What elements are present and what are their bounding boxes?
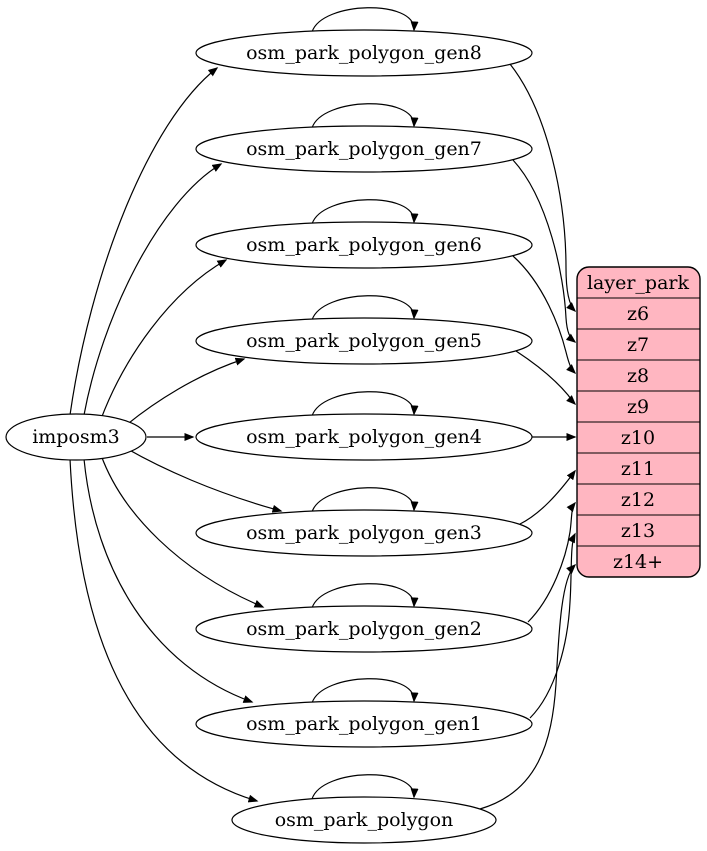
node-ellipse-osm-park-polygon-gen6 (195, 221, 533, 269)
edge-imposm3-to-osm-park-polygon-gen3 (123, 446, 283, 513)
node-ellipse-osm-park-polygon-gen7 (195, 125, 533, 173)
edge-imposm3-to-osm-park-polygon-gen5 (123, 357, 246, 428)
self-loop-osm-park-polygon-gen5 (311, 295, 419, 321)
node-osm-park-polygon-gen3: osm_park_polygon_gen3 (195, 509, 533, 557)
edge-osm-park-polygon-gen2-to-z12 (527, 501, 576, 623)
node-label-osm-park-polygon-gen4: osm_park_polygon_gen4 (246, 426, 482, 448)
node-label-osm-park-polygon-gen3: osm_park_polygon_gen3 (246, 522, 482, 544)
self-loop-osm-park-polygon-gen8 (311, 7, 419, 33)
node-osm-park-polygon-gen4: osm_park_polygon_gen4 (195, 413, 533, 461)
edge-imposm3-to-osm-park-polygon-gen7 (83, 163, 223, 416)
self-loop-osm-park-polygon-gen4 (311, 391, 419, 417)
edge-osm-park-polygon-to-z14plus (479, 563, 577, 810)
node-label-osm-park-polygon-gen5: osm_park_polygon_gen5 (246, 330, 482, 352)
node-layer-park-table: layer_park z6 z7 z8 z9 z10 z11 z12 z13 z… (576, 266, 701, 578)
node-osm-park-polygon: osm_park_polygon (231, 796, 497, 844)
edge-imposm3-to-osm-park-polygon-gen1 (83, 458, 254, 703)
layer-park-row-z8: z8 (627, 365, 649, 387)
node-ellipse-osm-park-polygon-gen8 (195, 29, 533, 77)
node-label-osm-park-polygon-gen8: osm_park_polygon_gen8 (246, 42, 482, 64)
self-loop-osm-park-polygon-gen2 (311, 583, 419, 609)
edge-osm-park-polygon-gen8-to-z6 (509, 63, 577, 313)
node-osm-park-polygon-gen1: osm_park_polygon_gen1 (195, 700, 533, 748)
self-loop-osm-park-polygon-gen6 (311, 199, 419, 225)
self-loop-edges (311, 7, 419, 800)
node-ellipse-imposm3 (5, 413, 147, 461)
layer-park-row-z7: z7 (627, 334, 649, 356)
edge-imposm3-to-osm-park-polygon-gen2 (100, 454, 265, 608)
node-ellipse-osm-park-polygon-gen4 (195, 413, 533, 461)
layer-park-row-z6: z6 (627, 303, 649, 325)
node-osm-park-polygon-gen7: osm_park_polygon_gen7 (195, 125, 533, 173)
edge-osm-park-polygon-gen7-to-z7 (512, 159, 577, 343)
node-label-osm-park-polygon: osm_park_polygon (275, 809, 454, 831)
node-osm-park-polygon-gen5: osm_park_polygon_gen5 (195, 317, 533, 365)
node-label-osm-park-polygon-gen2: osm_park_polygon_gen2 (246, 618, 482, 640)
self-loop-osm-park-polygon-gen1 (311, 678, 419, 704)
edge-imposm3-to-osm-park-polygon (69, 458, 259, 803)
layer-park-title: layer_park (587, 272, 690, 294)
edge-osm-park-polygon-gen1-to-z13 (529, 532, 576, 719)
node-osm-park-polygon-gen2: osm_park_polygon_gen2 (195, 605, 533, 653)
layer-park-row-z11: z11 (621, 458, 655, 480)
node-label-osm-park-polygon-gen6: osm_park_polygon_gen6 (246, 234, 482, 256)
layer-park-row-z14plus: z14+ (613, 551, 663, 573)
node-osm-park-polygon-gen8: osm_park_polygon_gen8 (195, 29, 533, 77)
edge-imposm3-to-osm-park-polygon-gen8 (69, 67, 219, 416)
node-label-osm-park-polygon-gen7: osm_park_polygon_gen7 (246, 138, 482, 160)
self-loop-osm-park-polygon-gen3 (311, 487, 419, 513)
node-ellipse-osm-park-polygon-gen2 (195, 605, 533, 653)
layer-park-row-z13: z13 (621, 520, 655, 542)
layer-park-row-z10: z10 (621, 427, 655, 449)
edges-to-layer-table (479, 63, 577, 810)
node-imposm3: imposm3 (5, 413, 147, 461)
edges-from-source (69, 67, 283, 803)
node-ellipse-osm-park-polygon (231, 796, 497, 844)
edge-imposm3-to-osm-park-polygon-gen6 (100, 259, 228, 420)
edge-osm-park-polygon-gen6-to-z8 (512, 255, 577, 375)
self-loop-osm-park-polygon (311, 774, 419, 800)
layer-park-row-z12: z12 (621, 489, 655, 511)
node-ellipse-osm-park-polygon-gen3 (195, 509, 533, 557)
self-loop-osm-park-polygon-gen7 (311, 103, 419, 129)
node-ellipse-osm-park-polygon-gen1 (195, 700, 533, 748)
node-label-osm-park-polygon-gen1: osm_park_polygon_gen1 (246, 713, 482, 735)
layer-park-row-z9: z9 (627, 396, 649, 418)
edge-osm-park-polygon-gen5-to-z9 (515, 350, 577, 406)
node-osm-park-polygon-gen6: osm_park_polygon_gen6 (195, 221, 533, 269)
node-label-imposm3: imposm3 (32, 426, 120, 448)
node-ellipse-osm-park-polygon-gen5 (195, 317, 533, 365)
edge-osm-park-polygon-gen3-to-z11 (519, 469, 576, 525)
